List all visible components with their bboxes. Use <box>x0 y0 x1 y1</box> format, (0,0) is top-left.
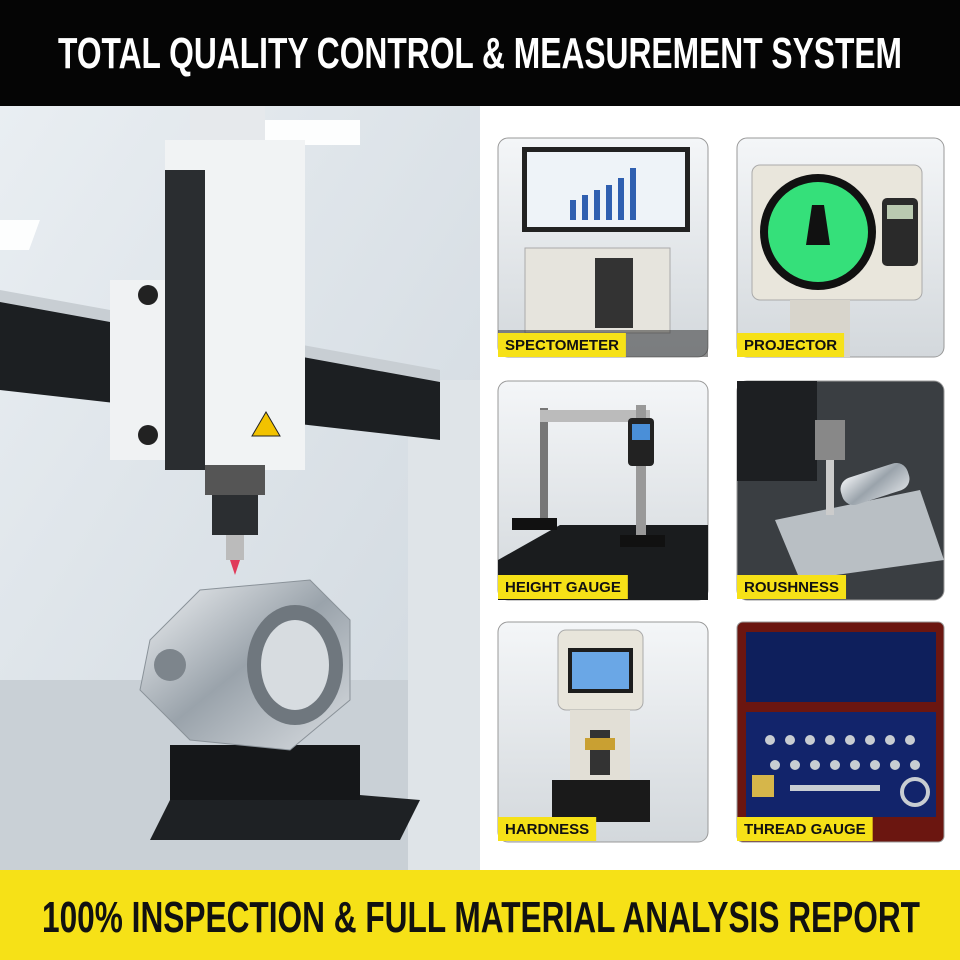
footer-text: 100% INSPECTION & FULL MATERIAL ANALYSIS… <box>42 893 920 942</box>
header-title: TOTAL QUALITY CONTROL & MEASUREMENT SYST… <box>58 29 902 78</box>
tile-label-text: HEIGHT GAUGE <box>505 579 621 596</box>
tile-label-box <box>498 575 628 599</box>
tile-label-text: HARDNESS <box>505 821 589 838</box>
tile-label: PROJECTOR <box>737 333 845 357</box>
tile-label: HEIGHT GAUGE <box>498 575 628 599</box>
tile-label-text: ROUSHNESS <box>744 579 839 596</box>
header-bar <box>0 0 960 106</box>
tile-label-box <box>498 333 626 357</box>
tile-hardness <box>497 621 709 843</box>
cmm-photo <box>0 106 480 870</box>
tile-thread-gauge <box>736 621 945 843</box>
tile-label-box <box>498 817 597 841</box>
tile-height-gauge <box>497 380 709 601</box>
tile-roughness <box>736 380 945 601</box>
tile-grid <box>497 137 945 843</box>
tile-label-box <box>737 333 845 357</box>
footer-bar <box>0 870 960 960</box>
tile-label: ROUSHNESS <box>737 575 847 599</box>
tile-label: HARDNESS <box>498 817 597 841</box>
tile-projector <box>736 137 945 358</box>
tile-label-box <box>737 575 847 599</box>
tile-spectrometer <box>497 137 709 358</box>
tile-label: SPECTOMETER <box>498 333 626 357</box>
tile-label-text: THREAD GAUGE <box>744 821 866 838</box>
tile-label-box <box>737 817 873 841</box>
tile-label: THREAD GAUGE <box>737 817 873 841</box>
tile-label-text: PROJECTOR <box>744 337 837 354</box>
tile-label-text: SPECTOMETER <box>505 337 619 354</box>
